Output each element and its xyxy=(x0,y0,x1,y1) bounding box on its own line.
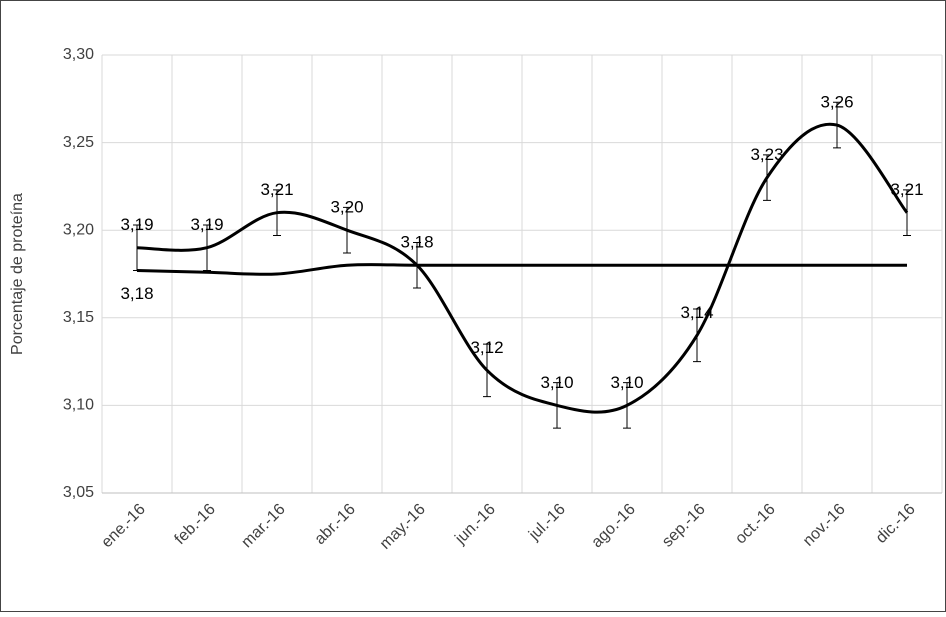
data-label: 3,18 xyxy=(120,284,153,303)
y-tick-label: 3,05 xyxy=(63,484,94,501)
y-tick-label: 3,15 xyxy=(63,309,94,326)
data-label: 3,14 xyxy=(680,303,713,322)
error-bar xyxy=(483,343,491,398)
data-label: 3,21 xyxy=(260,180,293,199)
data-label: 3,18 xyxy=(400,233,433,252)
data-label: 3,19 xyxy=(120,215,153,234)
data-label: 3,23 xyxy=(750,145,783,164)
error-bar xyxy=(623,382,631,429)
y-axis-title: Porcentaje de proteína xyxy=(9,193,26,355)
error-bar xyxy=(833,101,841,149)
y-tick-label: 3,20 xyxy=(63,221,94,238)
data-label: 3,19 xyxy=(190,215,223,234)
error-bar xyxy=(203,224,211,271)
error-bar xyxy=(273,189,281,236)
error-bar xyxy=(553,382,561,429)
series-line xyxy=(136,263,907,276)
data-label: 3,10 xyxy=(610,373,643,392)
error-bar xyxy=(763,154,771,201)
data-label: 3,21 xyxy=(890,180,923,199)
y-tick-label: 3,25 xyxy=(63,134,94,151)
error-bar xyxy=(903,189,911,236)
error-bar xyxy=(343,206,351,254)
y-tick-label: 3,30 xyxy=(63,46,94,63)
data-label: 3,20 xyxy=(330,198,363,217)
error-bar xyxy=(693,308,701,363)
y-tick-label: 3,10 xyxy=(63,397,94,414)
data-label: 3,12 xyxy=(470,338,503,357)
data-label: 3,10 xyxy=(540,373,573,392)
data-label: 3,26 xyxy=(820,93,853,112)
